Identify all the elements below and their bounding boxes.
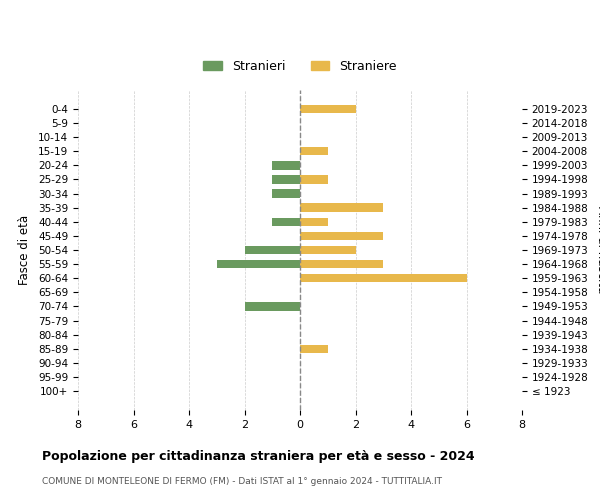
Bar: [300, 260, 383, 268]
Y-axis label: Anni di nascita: Anni di nascita: [595, 206, 600, 294]
Legend: Stranieri, Straniere: Stranieri, Straniere: [198, 54, 402, 78]
Bar: [300, 147, 328, 156]
Bar: [300, 104, 355, 113]
Bar: [300, 246, 355, 254]
Text: Popolazione per cittadinanza straniera per età e sesso - 2024: Popolazione per cittadinanza straniera p…: [42, 450, 475, 463]
Bar: [300, 274, 467, 282]
Bar: [300, 344, 328, 353]
Bar: [272, 218, 300, 226]
Bar: [217, 260, 300, 268]
Bar: [272, 161, 300, 170]
Y-axis label: Fasce di età: Fasce di età: [18, 215, 31, 285]
Bar: [300, 218, 328, 226]
Bar: [300, 204, 383, 212]
Bar: [300, 175, 328, 184]
Bar: [300, 232, 383, 240]
Text: COMUNE DI MONTELEONE DI FERMO (FM) - Dati ISTAT al 1° gennaio 2024 - TUTTITALIA.: COMUNE DI MONTELEONE DI FERMO (FM) - Dat…: [42, 478, 442, 486]
Bar: [272, 190, 300, 198]
Bar: [245, 302, 300, 310]
Bar: [272, 175, 300, 184]
Bar: [245, 246, 300, 254]
